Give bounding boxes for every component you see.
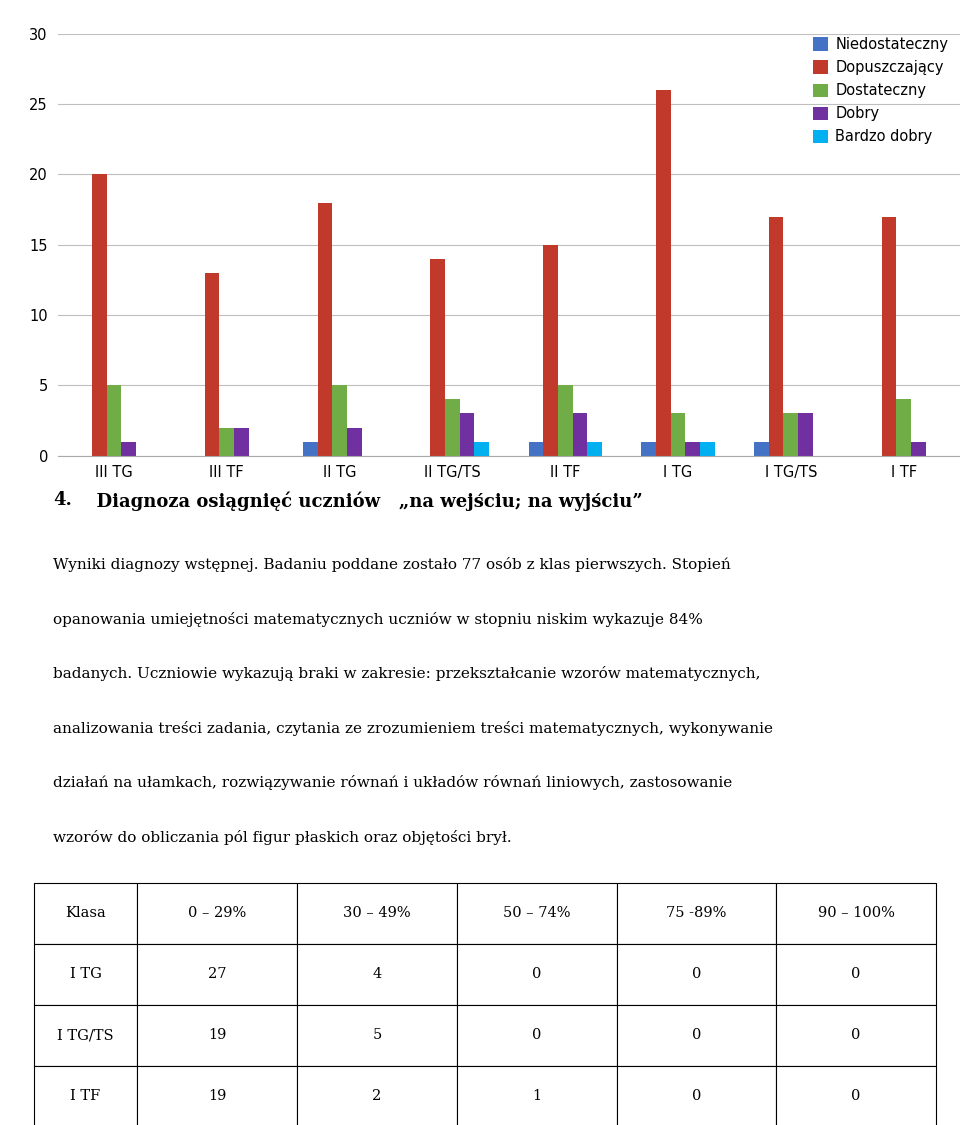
Text: 19: 19 bbox=[208, 1028, 227, 1043]
Bar bbox=[769, 216, 783, 456]
Text: wzorów do obliczania pól figur płaskich oraz objętości brył.: wzorów do obliczania pól figur płaskich … bbox=[53, 829, 512, 845]
Bar bbox=[445, 399, 460, 456]
Bar bbox=[137, 1005, 297, 1065]
Text: 30 – 49%: 30 – 49% bbox=[343, 907, 411, 920]
Bar bbox=[297, 1005, 457, 1065]
Bar bbox=[616, 1065, 777, 1125]
Text: 1: 1 bbox=[532, 1089, 541, 1104]
Text: 4.: 4. bbox=[53, 492, 72, 510]
Text: 0: 0 bbox=[852, 1028, 861, 1043]
Bar bbox=[220, 428, 234, 456]
Text: badanych. Uczniowie wykazują braki w zakresie: przekształcanie wzorów matematycz: badanych. Uczniowie wykazują braki w zak… bbox=[53, 666, 760, 682]
Text: 90 – 100%: 90 – 100% bbox=[818, 907, 895, 920]
Bar bbox=[588, 441, 602, 456]
Bar bbox=[897, 399, 911, 456]
Bar bbox=[543, 244, 558, 456]
Text: analizowania treści zadania, czytania ze zrozumieniem treści matematycznych, wyk: analizowania treści zadania, czytania ze… bbox=[53, 721, 773, 736]
Bar bbox=[911, 441, 925, 456]
Text: I TF: I TF bbox=[70, 1089, 101, 1104]
Bar bbox=[34, 944, 137, 1005]
Bar bbox=[430, 259, 445, 456]
Bar bbox=[616, 883, 777, 944]
Bar bbox=[137, 944, 297, 1005]
Bar bbox=[137, 883, 297, 944]
Bar bbox=[297, 1065, 457, 1125]
Text: 0: 0 bbox=[532, 968, 541, 981]
Text: Wyniki diagnozy wstępnej. Badaniu poddane zostało 77 osób z klas pierwszych. Sto: Wyniki diagnozy wstępnej. Badaniu poddan… bbox=[53, 558, 731, 573]
Bar bbox=[234, 428, 249, 456]
Bar bbox=[34, 883, 137, 944]
Text: 0: 0 bbox=[692, 1089, 701, 1104]
Legend: Niedostateczny, Dopuszczający, Dostateczny, Dobry, Bardzo dobry: Niedostateczny, Dopuszczający, Dostatecz… bbox=[809, 33, 952, 148]
Text: 50 – 74%: 50 – 74% bbox=[503, 907, 570, 920]
Bar bbox=[671, 413, 685, 456]
Bar bbox=[777, 944, 936, 1005]
Bar bbox=[34, 1065, 137, 1125]
Text: 0: 0 bbox=[852, 968, 861, 981]
Bar bbox=[137, 1065, 297, 1125]
Bar bbox=[783, 413, 798, 456]
Bar bbox=[457, 883, 616, 944]
Bar bbox=[332, 385, 347, 456]
Text: 0: 0 bbox=[692, 968, 701, 981]
Bar bbox=[529, 441, 543, 456]
Bar bbox=[297, 944, 457, 1005]
Text: 5: 5 bbox=[372, 1028, 381, 1043]
Bar bbox=[685, 441, 700, 456]
Text: 19: 19 bbox=[208, 1089, 227, 1104]
Bar bbox=[107, 385, 121, 456]
Text: 0: 0 bbox=[852, 1089, 861, 1104]
Bar bbox=[34, 1005, 137, 1065]
Bar bbox=[777, 1005, 936, 1065]
Bar bbox=[457, 1065, 616, 1125]
Bar bbox=[777, 883, 936, 944]
Bar bbox=[558, 385, 572, 456]
Bar bbox=[347, 428, 362, 456]
Bar bbox=[641, 441, 656, 456]
Text: 27: 27 bbox=[208, 968, 227, 981]
Bar bbox=[700, 441, 714, 456]
Bar bbox=[616, 1005, 777, 1065]
Bar bbox=[318, 202, 332, 456]
Text: 0 – 29%: 0 – 29% bbox=[188, 907, 247, 920]
Text: I TG/TS: I TG/TS bbox=[58, 1028, 114, 1043]
Text: 2: 2 bbox=[372, 1089, 381, 1104]
Bar bbox=[755, 441, 769, 456]
Bar bbox=[474, 441, 489, 456]
Bar bbox=[572, 413, 588, 456]
Bar bbox=[457, 944, 616, 1005]
Bar bbox=[92, 174, 107, 456]
Bar bbox=[297, 883, 457, 944]
Text: opanowania umiejętności matematycznych uczniów w stopniu niskim wykazuje 84%: opanowania umiejętności matematycznych u… bbox=[53, 612, 703, 627]
Bar bbox=[121, 441, 136, 456]
Text: 75 -89%: 75 -89% bbox=[666, 907, 727, 920]
Text: Diagnoza osiągnięć uczniów   „na wejściu; na wyjściu”: Diagnoza osiągnięć uczniów „na wejściu; … bbox=[84, 492, 642, 511]
Bar bbox=[204, 272, 220, 456]
Bar bbox=[881, 216, 897, 456]
Bar bbox=[457, 1005, 616, 1065]
Bar bbox=[777, 1065, 936, 1125]
Text: 0: 0 bbox=[692, 1028, 701, 1043]
Bar bbox=[656, 90, 671, 456]
Bar bbox=[616, 944, 777, 1005]
Bar bbox=[798, 413, 813, 456]
Bar bbox=[303, 441, 318, 456]
Text: 0: 0 bbox=[532, 1028, 541, 1043]
Text: działań na ułamkach, rozwiązywanie równań i układów równań liniowych, zastosowan: działań na ułamkach, rozwiązywanie równa… bbox=[53, 775, 732, 790]
Text: 4: 4 bbox=[372, 968, 381, 981]
Text: Klasa: Klasa bbox=[65, 907, 106, 920]
Bar bbox=[460, 413, 474, 456]
Text: I TG: I TG bbox=[69, 968, 102, 981]
